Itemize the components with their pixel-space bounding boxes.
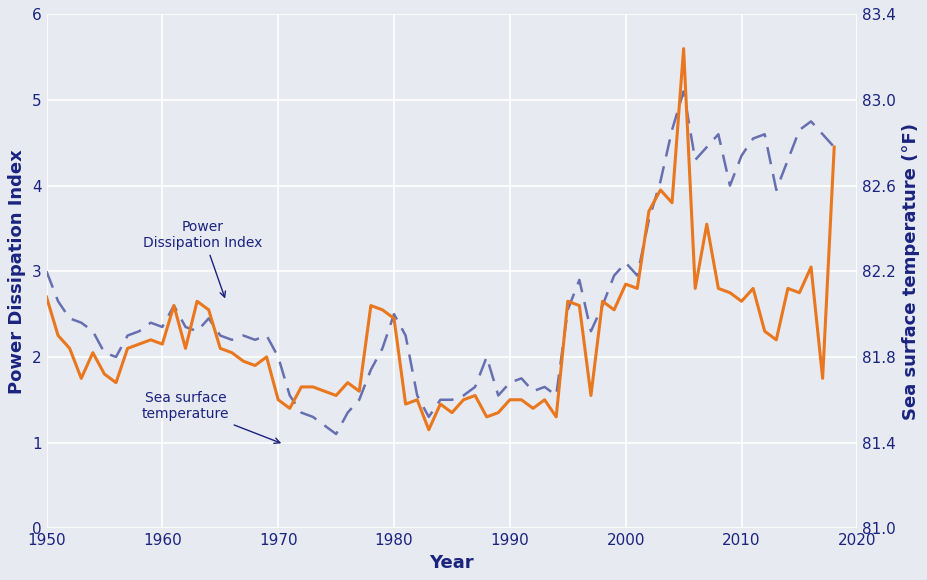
Y-axis label: Sea surface temperature (°F): Sea surface temperature (°F) bbox=[901, 123, 919, 420]
X-axis label: Year: Year bbox=[429, 554, 474, 572]
Text: Sea surface
temperature: Sea surface temperature bbox=[142, 391, 280, 443]
Text: Power
Dissipation Index: Power Dissipation Index bbox=[143, 220, 262, 297]
Y-axis label: Power Dissipation Index: Power Dissipation Index bbox=[8, 149, 26, 394]
